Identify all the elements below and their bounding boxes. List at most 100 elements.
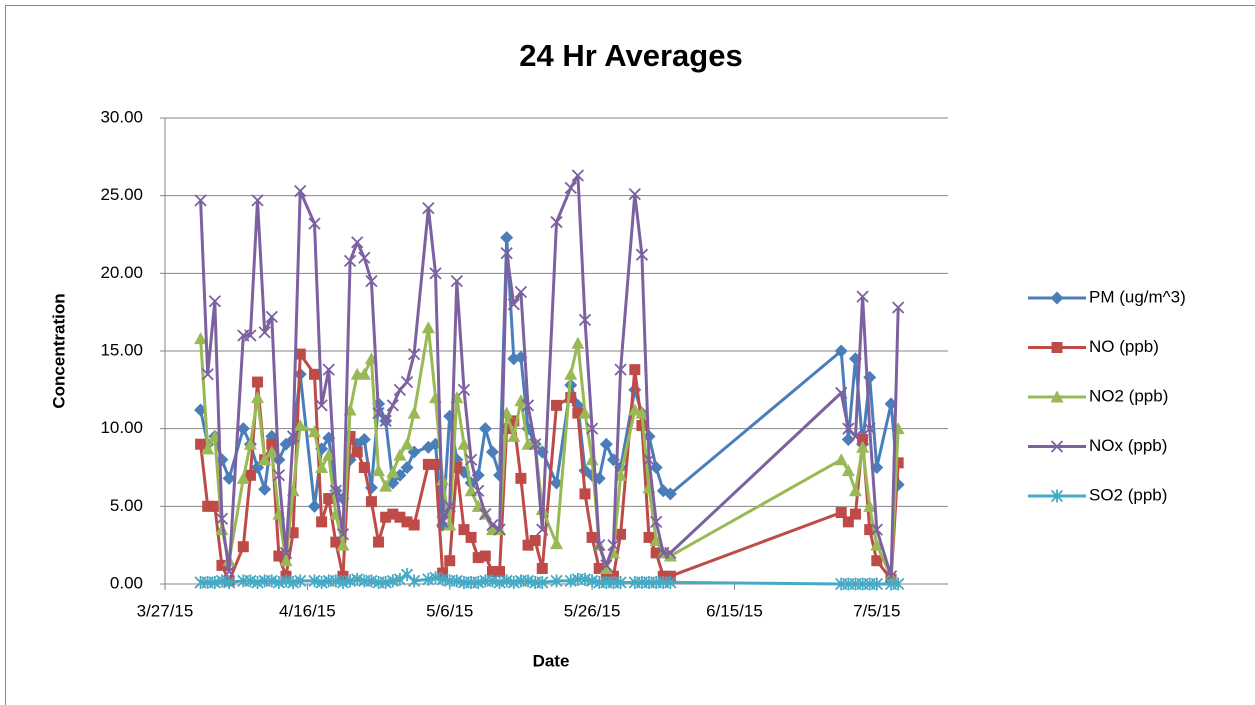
legend-marker	[1051, 342, 1063, 353]
point	[407, 406, 421, 419]
point	[444, 555, 456, 567]
point	[465, 531, 477, 543]
point	[365, 496, 377, 508]
x-tick-label: 6/15/15	[706, 601, 763, 620]
point	[379, 575, 392, 589]
x-tick-label: 3/27/15	[137, 601, 194, 620]
point	[842, 516, 854, 528]
point	[856, 440, 870, 453]
point	[422, 458, 434, 470]
chart-border	[5, 5, 1255, 705]
point	[848, 484, 862, 497]
point	[593, 539, 606, 552]
point	[870, 538, 884, 551]
point	[571, 336, 585, 349]
point	[237, 541, 249, 553]
point	[244, 469, 256, 481]
point	[550, 537, 563, 550]
point	[857, 434, 869, 446]
point	[649, 534, 663, 547]
point	[579, 488, 591, 500]
point	[564, 367, 578, 380]
point	[393, 468, 407, 482]
point	[834, 344, 848, 358]
y-tick-label: 5.00	[110, 496, 143, 515]
point	[343, 254, 357, 268]
point	[586, 531, 598, 543]
point	[429, 267, 442, 280]
point	[564, 181, 577, 195]
y-tick-label: 15.00	[100, 340, 143, 359]
point	[294, 348, 306, 360]
point	[864, 524, 876, 536]
legend-item: NO2 (ppb)	[1028, 386, 1168, 405]
point	[379, 479, 393, 492]
point	[628, 403, 642, 416]
point	[351, 236, 364, 249]
point	[216, 559, 228, 571]
point	[472, 484, 485, 497]
point	[500, 231, 514, 245]
point	[635, 248, 649, 261]
point	[585, 574, 599, 588]
point	[507, 298, 520, 311]
x-tick-label: 7/5/15	[853, 601, 900, 620]
point	[863, 422, 876, 435]
point	[663, 549, 677, 562]
series	[194, 568, 905, 591]
chart-title: 24 Hr Averages	[519, 38, 742, 73]
point	[265, 445, 279, 458]
series	[194, 169, 905, 583]
legend-item: SO2 (ppb)	[1028, 485, 1167, 504]
point	[365, 274, 378, 288]
point	[849, 508, 861, 520]
point	[330, 536, 342, 548]
point	[315, 575, 328, 589]
point	[421, 321, 435, 334]
point	[329, 484, 342, 497]
point	[422, 572, 435, 586]
point	[386, 574, 399, 588]
y-tick-label: 10.00	[100, 418, 143, 437]
point	[564, 574, 577, 588]
point	[202, 500, 214, 512]
point	[393, 448, 407, 461]
point	[308, 574, 321, 588]
point	[387, 508, 399, 520]
legend-marker	[1050, 291, 1064, 305]
point	[436, 572, 449, 586]
point	[209, 500, 221, 512]
x-axis-title: Date	[533, 651, 570, 670]
point	[572, 407, 584, 419]
point	[279, 574, 293, 588]
point	[664, 546, 677, 560]
y-tick-label: 25.00	[100, 185, 143, 204]
point	[650, 547, 662, 559]
point	[479, 550, 491, 562]
point	[322, 363, 335, 376]
point	[485, 445, 499, 459]
point	[252, 376, 264, 388]
point	[565, 392, 577, 404]
point	[400, 437, 414, 450]
point	[407, 347, 421, 361]
point	[400, 375, 414, 389]
point	[358, 251, 371, 264]
point	[841, 433, 855, 447]
point	[272, 469, 286, 482]
point	[628, 187, 641, 201]
point	[614, 575, 627, 589]
point	[500, 247, 513, 260]
point	[307, 499, 321, 513]
point	[599, 561, 613, 574]
point	[194, 194, 207, 207]
point	[663, 487, 677, 501]
point	[507, 429, 521, 442]
legend-label: SO2 (ppb)	[1089, 485, 1167, 504]
point	[457, 437, 471, 450]
y-tick-label: 20.00	[100, 263, 143, 282]
point	[236, 471, 250, 484]
point	[215, 512, 229, 525]
point	[508, 415, 520, 427]
